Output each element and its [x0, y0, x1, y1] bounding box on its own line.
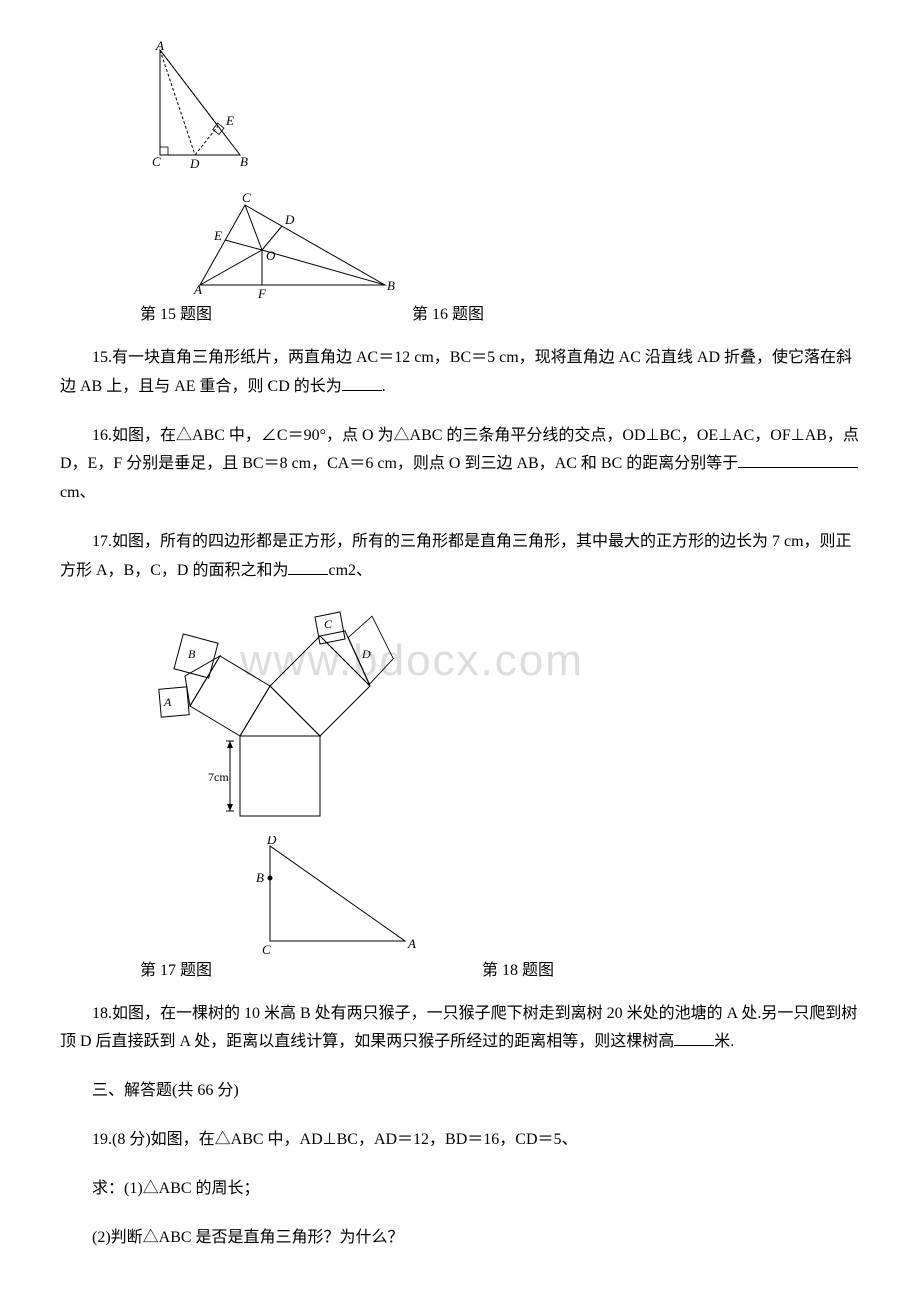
- label-f: F: [257, 286, 267, 300]
- figure-18-caption: 第 18 题图: [482, 956, 554, 980]
- question-16: 16.如图，在△ABC 中，∠C＝90°，点 O 为△ABC 的三条角平分线的交…: [60, 422, 860, 508]
- label-d: D: [266, 836, 277, 847]
- figure-15-caption: 第 15 题图: [140, 300, 212, 324]
- label-c: C: [242, 190, 251, 205]
- q18-text-before: 18.如图，在一棵树的 10 米高 B 处有两只猴子，一只猴子爬下树走到离树 2…: [60, 1005, 857, 1051]
- q15-text-before: 15.有一块直角三角形纸片，两直角边 AC＝12 cm，BC＝5 cm，现将直角…: [60, 349, 852, 395]
- label-o: O: [266, 248, 276, 263]
- label-b: B: [240, 154, 248, 169]
- side-label: 7cm: [208, 770, 229, 784]
- q15-text-after: .: [382, 378, 386, 395]
- label-c: C: [152, 154, 161, 169]
- figure-17: www.bdocx.com 7cm A B C D: [140, 606, 860, 826]
- label-b: B: [188, 647, 196, 661]
- label-e: E: [213, 228, 222, 243]
- label-c: C: [262, 942, 271, 956]
- blank-17: [288, 559, 328, 575]
- figure-16-caption: 第 16 题图: [412, 300, 484, 324]
- q17-text-after: cm2、: [328, 562, 372, 579]
- blank-18: [674, 1030, 714, 1046]
- blank-15: [342, 375, 382, 391]
- q18-text-after: 米.: [714, 1033, 734, 1050]
- label-b: B: [256, 870, 264, 885]
- label-a: A: [193, 282, 202, 297]
- q16-text-after: cm、: [60, 484, 96, 501]
- label-a: A: [407, 936, 416, 951]
- blank-16: [738, 452, 858, 468]
- label-e: E: [225, 113, 234, 128]
- question-17: 17.如图，所有的四边形都是正方形，所有的三角形都是直角三角形，其中最大的正方形…: [60, 528, 860, 586]
- question-19-sub1: 求：(1)△ABC 的周长；: [60, 1175, 860, 1204]
- question-19-main: 19.(8 分)如图，在△ABC 中，AD⊥BC，AD＝12，BD＝16，CD＝…: [60, 1126, 860, 1155]
- caption-row-2: 第 17 题图 第 18 题图: [60, 956, 860, 980]
- figure-18: D B C A: [250, 836, 860, 956]
- figure-17-caption: 第 17 题图: [140, 956, 212, 980]
- label-a: A: [163, 695, 172, 709]
- q17-text-before: 17.如图，所有的四边形都是正方形，所有的三角形都是直角三角形，其中最大的正方形…: [60, 533, 852, 579]
- figure-15: A C D B E: [140, 40, 860, 170]
- question-15: 15.有一块直角三角形纸片，两直角边 AC＝12 cm，BC＝5 cm，现将直角…: [60, 344, 860, 402]
- label-d: D: [284, 212, 295, 227]
- figure-16: A B C D E F O: [190, 190, 860, 300]
- label-c: C: [324, 617, 333, 631]
- question-19-sub2: (2)判断△ABC 是否是直角三角形？为什么？: [60, 1224, 860, 1253]
- label-a: A: [155, 40, 164, 53]
- label-d: D: [189, 156, 200, 170]
- label-d: D: [361, 647, 371, 661]
- label-b: B: [387, 278, 395, 293]
- question-18: 18.如图，在一棵树的 10 米高 B 处有两只猴子，一只猴子爬下树走到离树 2…: [60, 1000, 860, 1058]
- section-3-heading: 三、解答题(共 66 分): [60, 1077, 860, 1106]
- caption-row-1: 第 15 题图 第 16 题图: [60, 300, 860, 324]
